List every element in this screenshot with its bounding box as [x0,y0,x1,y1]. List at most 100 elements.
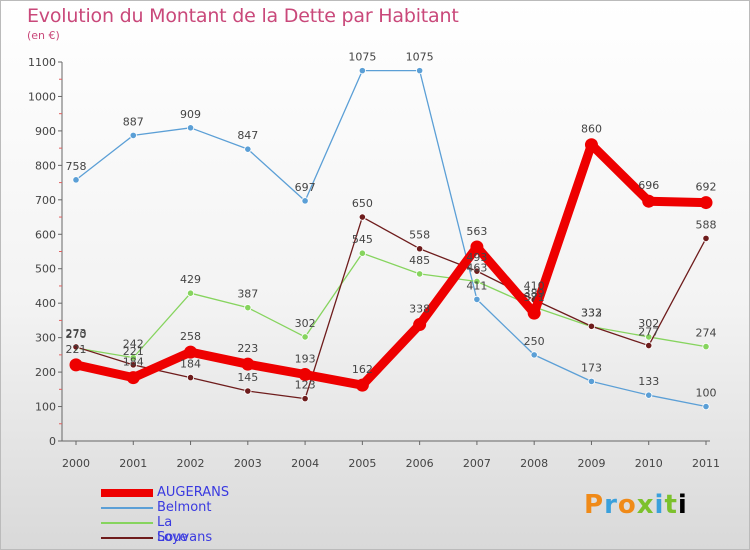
x-tick-label: 2011 [692,457,720,470]
data-label-belmont: 411 [466,279,487,292]
series-line-belmont [75,69,707,408]
legend-label-augerans: AUGERANS [157,485,230,500]
data-label-la-loye: 242 [123,338,144,351]
data-label-belmont: 133 [638,375,659,388]
legend-swatch-augerans [101,489,153,497]
data-label-belmont: 887 [123,115,144,128]
x-tick-label: 2000 [62,457,90,470]
series-line-souvans [75,216,707,400]
x-tick-label: 2004 [291,457,319,470]
data-point-augerans [642,194,656,208]
x-tick-label: 2001 [119,457,147,470]
data-point-souvans [587,322,596,330]
y-tick-label: 300 [35,332,56,345]
data-label-la-loye: 332 [581,307,602,320]
chart-title: Evolution du Montant de la Dette par Hab… [27,5,459,27]
data-point-la-loye [416,270,424,278]
data-label-augerans: 563 [466,225,487,238]
data-label-la-loye: 545 [352,233,373,246]
data-point-augerans [241,357,255,371]
data-point-la-loye [702,342,710,351]
data-label-souvans: 273 [66,327,87,340]
y-tick-label: 1100 [28,56,56,69]
legend-label-la-loye: La Loye [157,515,188,545]
data-point-souvans [358,213,366,221]
x-tick-label: 2007 [463,457,491,470]
chart-subtitle: (en €) [27,29,60,42]
y-tick-label: 0 [49,435,56,448]
data-label-la-loye: 387 [237,288,258,301]
data-point-la-loye [186,289,195,297]
data-point-augerans [413,318,427,332]
y-tick-label: 400 [35,297,56,310]
data-point-la-loye [301,333,309,341]
y-tick-label: 200 [35,366,56,379]
data-label-souvans: 410 [524,280,545,293]
legend-label-belmont: Belmont [157,500,212,515]
data-label-augerans: 371 [524,291,545,304]
data-point-la-loye [358,249,366,257]
data-point-belmont [186,124,195,132]
data-point-augerans [184,345,198,359]
data-point-belmont [416,67,424,75]
data-point-la-loye [129,354,137,362]
data-label-la-loye: 429 [180,273,201,286]
x-tick-label: 2002 [177,457,205,470]
data-label-belmont: 250 [524,335,545,348]
data-label-belmont: 100 [696,387,717,400]
data-label-augerans: 338 [409,303,430,316]
data-label-souvans: 277 [638,326,659,339]
data-label-belmont: 697 [295,181,316,194]
data-label-la-loye: 270 [66,328,87,341]
legend-label-souvans: Souvans [157,530,213,545]
data-point-belmont [72,176,80,184]
data-point-souvans [702,234,710,243]
data-point-augerans [355,378,369,392]
data-label-souvans: 184 [180,358,201,371]
y-tick-label: 900 [35,125,56,138]
data-point-belmont [244,145,252,153]
data-label-souvans: 493 [466,251,487,264]
data-label-belmont: 1075 [348,51,376,64]
data-point-souvans [473,267,481,275]
data-label-augerans: 162 [352,363,373,376]
data-label-souvans: 558 [409,229,430,242]
data-point-augerans [527,306,541,320]
proxiti-logo: Proxiti [584,490,688,520]
data-point-souvans [72,343,80,351]
data-label-augerans: 223 [237,342,258,355]
data-point-la-loye [244,304,252,312]
data-point-souvans [301,395,309,403]
data-point-la-loye [473,277,481,286]
data-point-augerans [470,240,484,254]
x-tick-label: 2010 [635,457,663,470]
data-label-la-loye: 302 [638,317,659,330]
data-point-souvans [186,374,195,382]
series-line-la-loye [75,252,707,359]
y-tick-label: 100 [35,401,56,414]
data-point-belmont [358,67,366,75]
data-label-belmont: 1075 [406,51,434,64]
y-tick-label: 600 [35,228,56,241]
data-label-souvans: 588 [696,218,717,231]
data-label-augerans: 193 [295,353,316,366]
data-point-belmont [473,295,481,303]
data-label-belmont: 758 [66,160,87,173]
data-label-la-loye: 274 [696,327,717,340]
data-label-belmont: 909 [180,108,201,121]
data-point-belmont [702,402,710,411]
data-point-augerans [699,196,713,210]
data-point-souvans [244,387,252,395]
data-label-souvans: 145 [237,371,258,384]
data-point-belmont [301,197,309,205]
data-point-augerans [126,371,140,385]
data-label-la-loye: 389 [524,287,545,300]
data-point-augerans [298,368,312,382]
data-point-la-loye [645,333,653,341]
x-tick-label: 2009 [577,457,605,470]
data-point-augerans [69,358,83,372]
y-tick-label: 500 [35,263,56,276]
data-label-souvans: 333 [581,306,602,319]
